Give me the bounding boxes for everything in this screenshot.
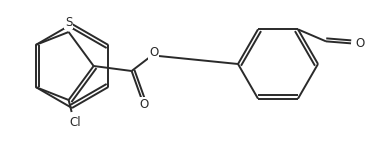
Text: O: O — [139, 98, 148, 111]
Text: Cl: Cl — [70, 115, 82, 128]
Text: S: S — [65, 15, 72, 28]
Text: O: O — [355, 37, 365, 50]
Text: O: O — [149, 46, 158, 60]
